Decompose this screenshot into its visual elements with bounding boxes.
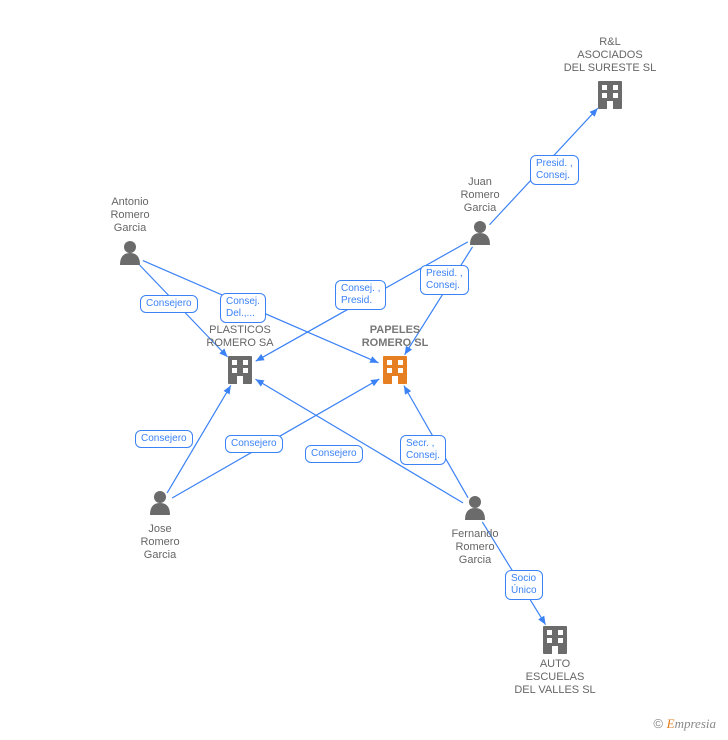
node-label: AUTO ESCUELAS DEL VALLES SL xyxy=(495,658,615,698)
person-icon xyxy=(120,241,140,265)
edge-label: Secr. , Consej. xyxy=(400,435,446,465)
person-icon xyxy=(465,496,485,520)
building-icon xyxy=(543,626,567,654)
node-label: R&L ASOCIADOS DEL SURESTE SL xyxy=(550,36,670,76)
node-label: PLASTICOS ROMERO SA xyxy=(180,324,300,350)
node-label: Juan Romero Garcia xyxy=(420,176,540,216)
person-icon xyxy=(150,491,170,515)
node-label: Jose Romero Garcia xyxy=(100,523,220,563)
building-icon xyxy=(228,356,252,384)
brand-rest: mpresia xyxy=(675,716,716,731)
edge-label: Consej. , Presid. xyxy=(335,280,386,310)
edge-label: Socio Único xyxy=(505,570,543,600)
building-icon xyxy=(383,356,407,384)
node-label: PAPELES ROMERO SL xyxy=(335,324,455,350)
edge-label: Consejero xyxy=(135,430,193,448)
copyright-symbol: © xyxy=(653,716,663,731)
edge-label: Consejero xyxy=(225,435,283,453)
brand-letter: E xyxy=(667,716,675,731)
edge-label: Consejero xyxy=(305,445,363,463)
network-diagram xyxy=(0,0,728,740)
edge-label: Presid. , Consej. xyxy=(530,155,579,185)
building-icon xyxy=(598,81,622,109)
watermark: © Empresia xyxy=(653,716,716,732)
edge-label: Consejero xyxy=(140,295,198,313)
edge-label: Presid. , Consej. xyxy=(420,265,469,295)
edge-label: Consej. Del.,... xyxy=(220,293,266,323)
node-label: Fernando Romero Garcia xyxy=(415,528,535,568)
node-label: Antonio Romero Garcia xyxy=(70,196,190,236)
person-icon xyxy=(470,221,490,245)
